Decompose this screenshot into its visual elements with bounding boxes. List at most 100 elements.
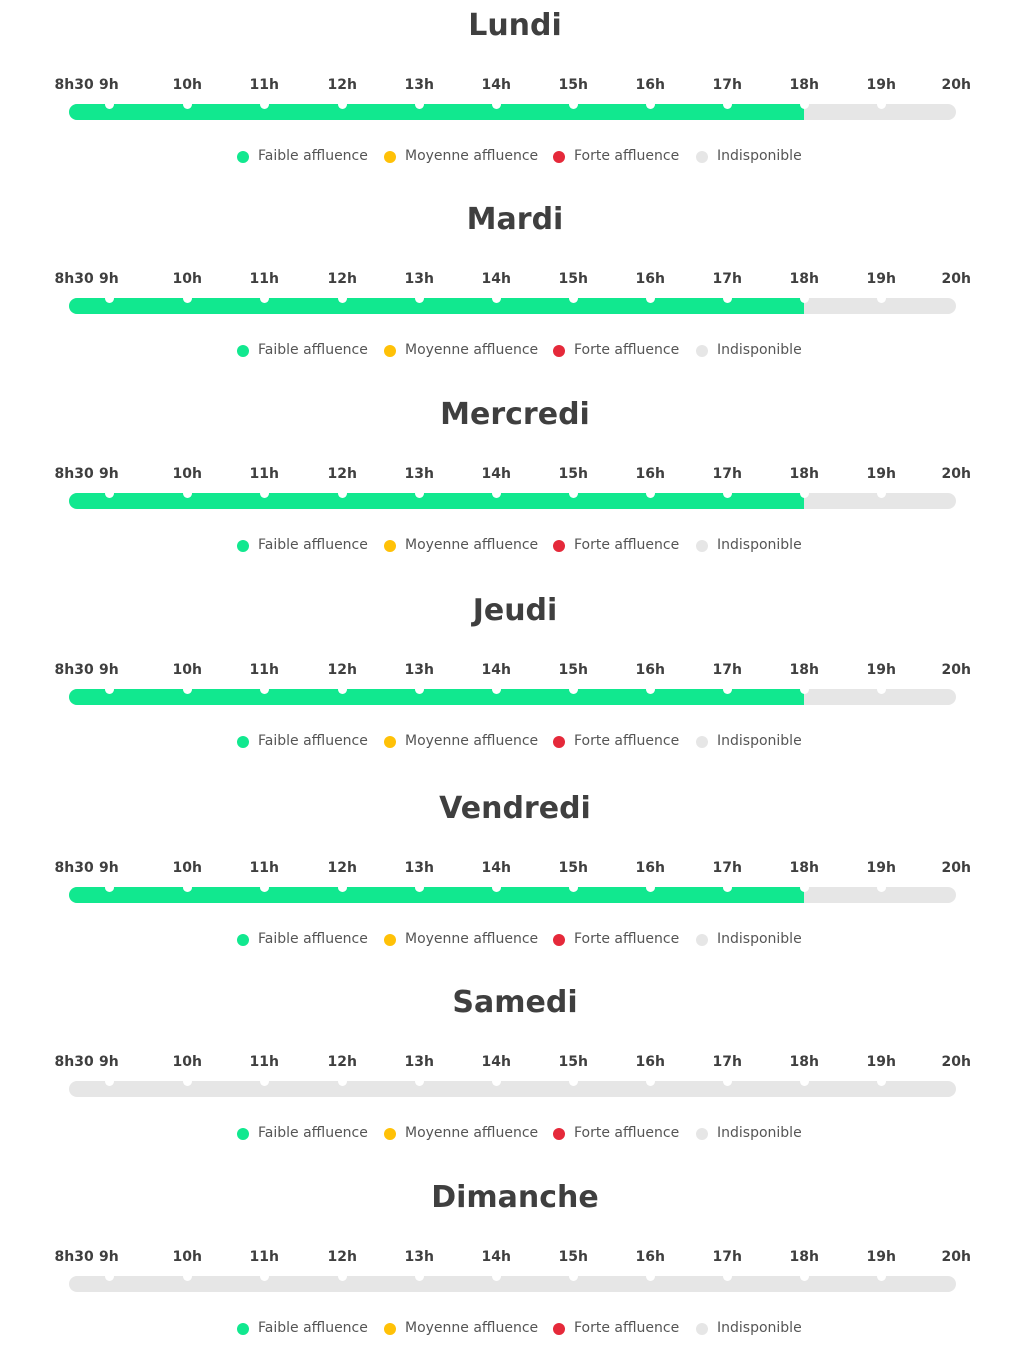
hour-tick-label: 17h	[712, 77, 742, 93]
hour-tick-label: 19h	[866, 271, 896, 287]
day-chart: Vendredi 8h30 9h 10h 11h 12h 13h 14h 15h 16h 17h 18…	[0, 783, 1030, 973]
hour-tick-label: 9h	[99, 77, 119, 93]
hour-notch	[568, 1077, 578, 1086]
hour-tick-label: 8h30	[54, 662, 94, 678]
timeline-track	[69, 493, 956, 509]
hour-notch	[104, 685, 114, 694]
day-title: Vendredi	[439, 791, 591, 826]
hour-notch	[799, 489, 809, 498]
hour-notch	[337, 685, 347, 694]
hour-notch	[799, 100, 809, 109]
segment-faible	[69, 493, 804, 509]
hour-tick-label: 13h	[404, 1054, 434, 1070]
hour-notch	[645, 489, 655, 498]
segment-faible	[69, 298, 804, 314]
legend-dot-forte	[553, 934, 565, 946]
hour-tick-label: 10h	[172, 77, 202, 93]
legend-label-moyenne: Moyenne affluence	[405, 148, 539, 164]
hour-notch	[568, 685, 578, 694]
hour-notch	[799, 1077, 809, 1086]
legend-label-moyenne: Moyenne affluence	[405, 733, 539, 749]
hour-notch	[104, 100, 114, 109]
hour-notch	[259, 1077, 269, 1086]
day-chart: Jeudi 8h30 9h 10h 11h 12h 13h 14h 15h 16h 17h 18h 19…	[0, 585, 1030, 775]
hour-tick-label: 10h	[172, 466, 202, 482]
hour-notch	[182, 685, 192, 694]
hour-notch	[182, 1077, 192, 1086]
legend: Faible affluence Moyenne affluence Forte a…	[0, 535, 1030, 555]
hour-tick-label: 10h	[172, 860, 202, 876]
hour-tick-label: 14h	[481, 1054, 511, 1070]
legend: Faible affluence Moyenne affluence Forte a…	[0, 731, 1030, 751]
legend-dot-indisponible	[696, 540, 708, 552]
legend-label-moyenne: Moyenne affluence	[405, 537, 539, 553]
hour-notch	[491, 489, 501, 498]
hour-notch	[491, 100, 501, 109]
legend-dot-faible	[237, 540, 249, 552]
hour-notch	[722, 685, 732, 694]
legend: Faible affluence Moyenne affluence Forte a…	[0, 1318, 1030, 1338]
hour-notch	[414, 1272, 424, 1281]
legend-dot-indisponible	[696, 345, 708, 357]
hour-notch	[876, 100, 886, 109]
hour-notch	[568, 1272, 578, 1281]
legend-dot-moyenne	[384, 345, 396, 357]
hour-tick-label: 11h	[249, 271, 279, 287]
hour-tick-label: 20h	[941, 1249, 971, 1265]
hour-tick-label: 17h	[712, 1054, 742, 1070]
legend-dot-indisponible	[696, 1128, 708, 1140]
hour-tick-label: 10h	[172, 1249, 202, 1265]
legend-dot-moyenne	[384, 934, 396, 946]
legend-dot-forte	[553, 1128, 565, 1140]
hour-tick-label: 19h	[866, 1249, 896, 1265]
hour-tick-label: 12h	[327, 1249, 357, 1265]
hour-tick-label: 19h	[866, 1054, 896, 1070]
hour-tick-label: 18h	[789, 860, 819, 876]
hour-tick-label: 13h	[404, 662, 434, 678]
hour-tick-label: 16h	[635, 77, 665, 93]
hour-tick-label: 16h	[635, 1054, 665, 1070]
legend-label-indisponible: Indisponible	[717, 342, 802, 358]
legend-label-forte: Forte affluence	[574, 342, 680, 358]
hour-tick-label: 17h	[712, 860, 742, 876]
hour-tick-label: 8h30	[54, 466, 94, 482]
hour-tick-label: 8h30	[54, 1249, 94, 1265]
hour-notch	[645, 1077, 655, 1086]
legend-label-faible: Faible affluence	[258, 148, 368, 164]
day-title: Dimanche	[431, 1180, 599, 1215]
legend-dot-faible	[237, 1323, 249, 1335]
hour-tick-label: 18h	[789, 271, 819, 287]
hour-tick-label: 12h	[327, 271, 357, 287]
legend-dot-faible	[237, 345, 249, 357]
legend-label-indisponible: Indisponible	[717, 931, 802, 947]
hour-tick-label: 17h	[712, 1249, 742, 1265]
day-title: Mardi	[466, 202, 564, 237]
hour-tick-label: 20h	[941, 77, 971, 93]
hour-tick-label: 9h	[99, 271, 119, 287]
legend-dot-indisponible	[696, 934, 708, 946]
day-title: Mercredi	[440, 397, 590, 432]
day-title: Samedi	[452, 985, 578, 1020]
legend-label-faible: Faible affluence	[258, 537, 368, 553]
legend: Faible affluence Moyenne affluence Forte a…	[0, 929, 1030, 949]
segment-faible	[69, 104, 804, 120]
hour-tick-label: 16h	[635, 271, 665, 287]
hour-notch	[799, 883, 809, 892]
hour-notch	[491, 883, 501, 892]
hour-tick-label: 10h	[172, 1054, 202, 1070]
legend-dot-faible	[237, 151, 249, 163]
hour-notch	[568, 294, 578, 303]
day-chart: Mercredi 8h30 9h 10h 11h 12h 13h 14h 15h 16h 17h 18…	[0, 389, 1030, 579]
segment-faible	[69, 689, 804, 705]
hour-tick-label: 15h	[558, 662, 588, 678]
hour-notch	[337, 1077, 347, 1086]
hour-tick-label: 18h	[789, 1249, 819, 1265]
hour-tick-label: 13h	[404, 466, 434, 482]
hour-notch	[799, 294, 809, 303]
hour-notch	[568, 489, 578, 498]
hour-notch	[876, 489, 886, 498]
legend-dot-indisponible	[696, 1323, 708, 1335]
hour-tick-label: 9h	[99, 466, 119, 482]
hour-notch	[259, 100, 269, 109]
